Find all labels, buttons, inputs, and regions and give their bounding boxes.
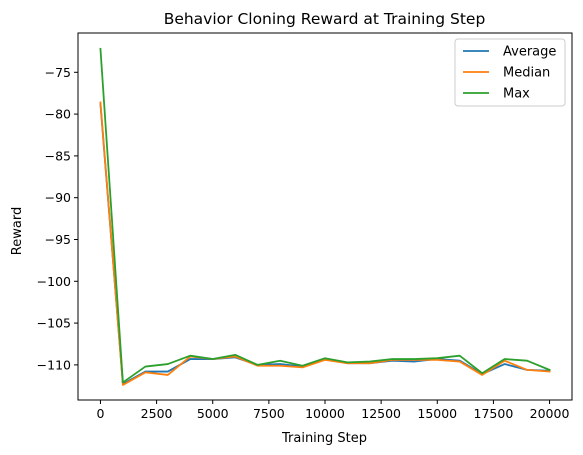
x-axis: 0 2500 5000 7500 10000 12500 15000 17500 20000: [96, 400, 569, 421]
y-tick-label: −95: [45, 232, 71, 247]
x-axis-label: Training Step: [281, 431, 367, 446]
y-tick-label: −110: [37, 357, 71, 372]
x-tick-label: 5000: [197, 406, 229, 421]
legend-label-median: Median: [503, 66, 550, 81]
x-tick-label: 20000: [530, 406, 570, 421]
y-tick-label: −100: [37, 274, 71, 289]
y-tick-label: −90: [45, 190, 71, 205]
y-tick-label: −75: [45, 65, 71, 80]
legend: Average Median Max: [454, 38, 566, 107]
x-tick-label: 7500: [253, 406, 285, 421]
legend-label-average: Average: [503, 45, 556, 60]
legend-box: [454, 38, 566, 107]
y-tick-label: −80: [45, 107, 71, 122]
x-tick-label: 12500: [361, 406, 401, 421]
y-tick-label: −105: [37, 316, 71, 331]
series-line-max: [99, 47, 551, 384]
series-line-median: [99, 101, 551, 386]
x-tick-label: 10000: [305, 406, 345, 421]
x-tick-label: 15000: [417, 406, 457, 421]
chart-title: Behavior Cloning Reward at Training Step: [164, 10, 486, 28]
plot-area: [77, 32, 573, 401]
legend-label-max: Max: [503, 87, 530, 102]
y-tick-label: −85: [45, 148, 71, 163]
x-tick-label: 0: [96, 406, 104, 421]
x-tick-label: 2500: [141, 406, 173, 421]
y-axis-label: Reward: [10, 207, 25, 255]
x-tick-label: 17500: [474, 406, 514, 421]
y-axis: −75 −80 −85 −90 −95 −100 −105 −110: [37, 65, 78, 372]
